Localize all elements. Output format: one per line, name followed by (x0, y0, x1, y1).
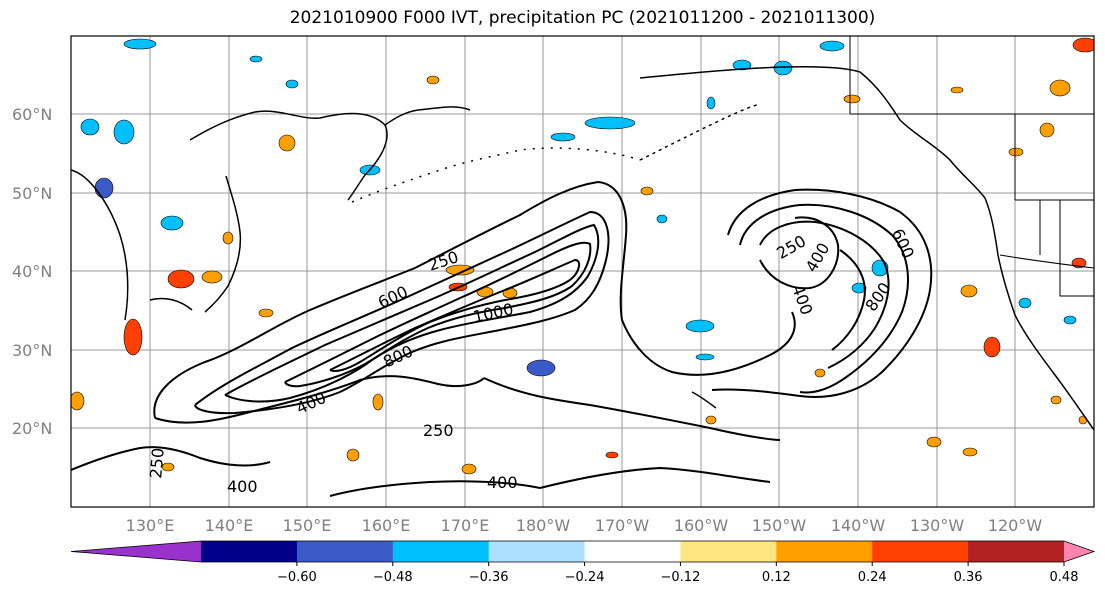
colorbar-tick-label: 0.12 (762, 570, 791, 585)
precip-anomaly-blobs (71, 37, 1094, 475)
lon-label: 130°W (910, 516, 965, 535)
map-border (70, 35, 1095, 508)
lon-label: 170°W (595, 516, 650, 535)
colorbar-segment (584, 541, 681, 562)
lon-label: 170°E (441, 516, 490, 535)
lon-label: 180°W (516, 516, 571, 535)
coastlines (71, 66, 1094, 431)
colorbar (70, 540, 1096, 563)
lon-label: 140°E (205, 516, 254, 535)
colorbar-segment (488, 541, 586, 562)
lon-label: 150°E (283, 516, 332, 535)
lat-label: 30°N (12, 341, 52, 360)
lon-label: 130°E (126, 516, 175, 535)
colorbar-tick-label: −0.36 (469, 570, 509, 585)
colorbar-segment (968, 541, 1065, 562)
colorbar-tick-label: 0.36 (954, 570, 983, 585)
latitude-labels: 60°N 50°N 40°N 30°N 20°N (12, 105, 52, 438)
colorbar-tick-labels: −0.60 −0.48 −0.36 −0.24 −0.12 0.12 0.24 0.36 0.4… (277, 562, 1079, 585)
lon-label: 160°W (674, 516, 729, 535)
colorbar-segment (296, 541, 394, 562)
lat-label: 20°N (12, 419, 52, 438)
colorbar-extend-low (71, 541, 201, 562)
longitude-labels: 130°E 140°E 150°E 160°E 170°E 180°W 170°… (126, 516, 1043, 535)
lat-label: 60°N (12, 105, 52, 124)
lon-label: 140°W (831, 516, 886, 535)
colorbar-extend-high (1064, 541, 1094, 562)
colorbar-segment (392, 541, 490, 562)
contour-label-400: 400 (227, 477, 258, 496)
map-title: 2021010900 F000 IVT, precipitation PC (2… (289, 8, 876, 28)
colorbar-tick-label: 0.48 (1050, 570, 1079, 585)
ivt-contours (71, 180, 933, 497)
colorbar-segment (680, 541, 777, 562)
contour-label-250: 250 (423, 421, 454, 440)
lon-label: 120°W (988, 516, 1043, 535)
colorbar-tick-label: −0.60 (277, 570, 317, 585)
contour-label-400: 400 (487, 473, 518, 492)
colorbar-segment (201, 541, 298, 562)
lat-label: 40°N (12, 262, 52, 281)
contour-label-250: 250 (146, 447, 168, 479)
colorbar-outline (70, 540, 1096, 563)
lat-label: 50°N (12, 184, 52, 203)
colorbar-tick-label: −0.12 (661, 570, 701, 585)
colorbar-tick-label: −0.24 (565, 570, 605, 585)
colorbar-tick-label: 0.24 (858, 570, 887, 585)
lon-label: 150°W (752, 516, 807, 535)
lon-label: 160°E (362, 516, 411, 535)
colorbar-segment (776, 541, 873, 562)
colorbar-tick-label: −0.48 (373, 570, 413, 585)
political-borders (849, 36, 1094, 297)
colorbar-segment (872, 541, 969, 562)
